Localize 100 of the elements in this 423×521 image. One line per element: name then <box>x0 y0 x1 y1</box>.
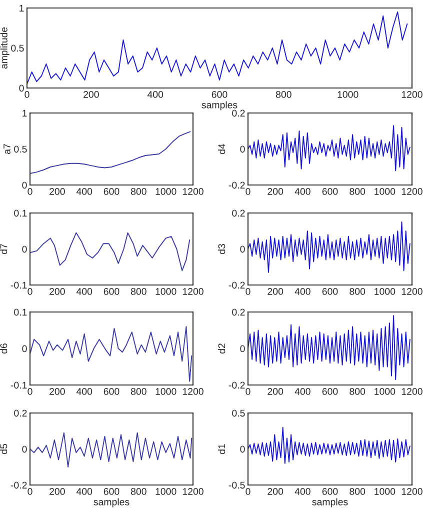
x-tick-label: 800 <box>130 188 146 195</box>
x-tick-label: 400 <box>76 388 92 395</box>
y-axis-title: amplitude <box>0 27 10 69</box>
y-tick-label: 0 <box>19 84 24 92</box>
line-series <box>248 125 410 172</box>
x-tick-label: 1200 <box>402 288 422 295</box>
x-tick-label: 400 <box>76 188 92 195</box>
x-tick-label: 400 <box>76 488 92 495</box>
y-tick-label: 0.5 <box>11 44 24 52</box>
y-tick-label: 0 <box>240 446 245 453</box>
x-tick-label: 400 <box>294 388 310 395</box>
line-series <box>27 12 408 84</box>
x-tick-label: 600 <box>322 288 338 295</box>
line-series <box>248 315 410 380</box>
x-axis-title: samples <box>312 498 348 508</box>
y-tick-label: 0.5 <box>14 146 27 153</box>
y-tick-label: 0 <box>240 345 245 352</box>
x-axis-title: samples <box>94 498 130 508</box>
x-tick-label: 400 <box>294 188 310 195</box>
x-tick-label: 400 <box>76 288 92 295</box>
x-tick-label: 200 <box>50 288 65 295</box>
y-tick-label: -0.2 <box>228 182 245 189</box>
y-tick-label: 1 <box>20 4 24 12</box>
x-tick-label: 600 <box>104 488 120 495</box>
x-tick-label: 1000 <box>156 288 176 295</box>
y-tick-label: 0.1 <box>14 210 27 217</box>
y-tick-label: -0.1 <box>10 382 27 389</box>
x-tick-label: 400 <box>294 288 310 295</box>
y-tick-label: 0.2 <box>232 210 245 217</box>
x-tick-label: 0 <box>28 488 32 495</box>
x-tick-label: 200 <box>50 488 65 495</box>
y-tick-label: 0.2 <box>14 410 27 417</box>
x-tick-label: 1000 <box>374 288 396 295</box>
y-tick-label: 0.2 <box>232 308 245 316</box>
x-tick-label: 200 <box>268 488 284 495</box>
line-series <box>248 222 410 273</box>
x-tick-label: 1200 <box>402 388 422 395</box>
x-tick-label: 600 <box>322 388 338 395</box>
y-axis-title: d1 <box>218 444 226 454</box>
x-tick-label: 1000 <box>156 488 176 495</box>
x-tick-label: 0 <box>246 288 250 295</box>
line-series <box>30 232 190 272</box>
x-tick-label: 800 <box>350 488 366 495</box>
y-tick-label: 0 <box>240 146 245 153</box>
x-tick-label: 200 <box>268 288 284 295</box>
x-tick-label: 1200 <box>182 188 204 195</box>
line-series <box>30 131 191 174</box>
y-tick-label: 0 <box>22 246 27 253</box>
x-tick-label: 800 <box>130 488 146 495</box>
line-series <box>30 326 192 382</box>
x-tick-label: 1200 <box>402 91 422 98</box>
y-axis-title: d7 <box>0 244 8 254</box>
y-tick-label: -0.1 <box>10 282 27 289</box>
y-tick-label: 0 <box>22 446 27 453</box>
x-tick-label: 800 <box>130 388 146 395</box>
x-tick-label: 600 <box>104 388 120 395</box>
x-tick-label: 1200 <box>402 188 422 195</box>
y-tick-label: -0.5 <box>228 482 245 489</box>
x-tick-label: 200 <box>84 91 99 98</box>
x-tick-label: 1200 <box>182 388 204 395</box>
x-tick-label: 600 <box>104 288 120 295</box>
y-tick-label: 0.1 <box>14 308 27 316</box>
x-tick-label: 1000 <box>374 188 396 195</box>
x-tick-label: 600 <box>322 488 338 495</box>
y-axis-title: d4 <box>218 144 226 154</box>
y-tick-label: 1 <box>22 110 27 117</box>
x-tick-label: 0 <box>246 188 250 195</box>
x-tick-label: 600 <box>322 188 338 195</box>
x-tick-label: 200 <box>268 388 284 395</box>
y-axis-title: d3 <box>218 244 226 254</box>
x-tick-label: 1000 <box>374 388 396 395</box>
y-tick-label: 0.2 <box>232 110 245 117</box>
x-tick-label: 0 <box>28 388 32 395</box>
x-tick-label: 800 <box>350 288 366 295</box>
x-tick-label: 400 <box>147 91 164 98</box>
y-tick-label: -0.2 <box>228 282 245 289</box>
x-tick-label: 1200 <box>182 488 204 495</box>
x-tick-label: 200 <box>268 188 284 195</box>
x-tick-label: 1000 <box>156 188 176 195</box>
x-tick-label: 400 <box>294 488 310 495</box>
y-tick-label: 0 <box>22 182 27 189</box>
y-tick-label: -0.2 <box>228 382 245 389</box>
x-tick-label: 200 <box>50 188 65 195</box>
x-tick-label: 0 <box>28 288 32 295</box>
y-tick-label: -0.2 <box>10 482 27 489</box>
x-axis-title: samples <box>202 101 238 110</box>
y-axis-title: d6 <box>0 344 8 354</box>
line-series <box>248 426 410 464</box>
x-tick-label: 0 <box>246 488 250 495</box>
x-tick-label: 600 <box>104 188 120 195</box>
y-axis-title: d5 <box>0 444 8 454</box>
x-tick-label: 800 <box>130 288 146 295</box>
x-tick-label: 1200 <box>182 288 204 295</box>
x-tick-label: 800 <box>350 188 366 195</box>
y-tick-label: 0 <box>22 345 27 352</box>
x-tick-label: 800 <box>350 388 366 395</box>
x-tick-label: 800 <box>276 91 292 98</box>
x-tick-label: 0 <box>28 188 32 195</box>
x-tick-label: 200 <box>50 388 65 395</box>
x-tick-label: 0 <box>246 388 250 395</box>
